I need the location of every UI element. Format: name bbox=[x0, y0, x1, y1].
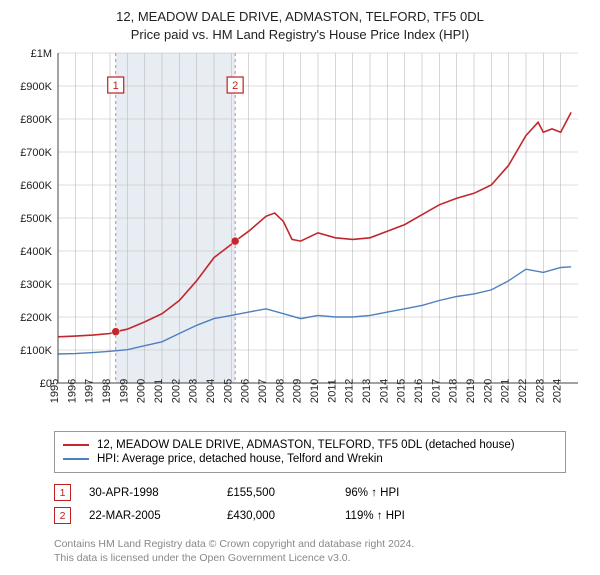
svg-text:1998: 1998 bbox=[101, 379, 113, 403]
svg-text:£500K: £500K bbox=[20, 213, 52, 225]
svg-text:2002: 2002 bbox=[170, 379, 182, 403]
svg-text:2023: 2023 bbox=[534, 379, 546, 403]
transaction-pct: 96% ↑ HPI bbox=[345, 487, 465, 499]
svg-text:2004: 2004 bbox=[205, 379, 217, 403]
figure-container: 12, MEADOW DALE DRIVE, ADMASTON, TELFORD… bbox=[0, 0, 600, 575]
legend: 12, MEADOW DALE DRIVE, ADMASTON, TELFORD… bbox=[54, 431, 566, 473]
svg-text:2014: 2014 bbox=[378, 379, 390, 403]
transaction-row: 2 22-MAR-2005 £430,000 119% ↑ HPI bbox=[54, 504, 566, 527]
legend-row: HPI: Average price, detached house, Telf… bbox=[63, 452, 557, 466]
svg-text:£800K: £800K bbox=[20, 114, 52, 126]
legend-swatch bbox=[63, 444, 89, 446]
transaction-price: £430,000 bbox=[227, 510, 327, 522]
svg-text:£300K: £300K bbox=[20, 279, 52, 291]
legend-label: 12, MEADOW DALE DRIVE, ADMASTON, TELFORD… bbox=[97, 439, 515, 451]
svg-text:2: 2 bbox=[232, 80, 238, 92]
legend-label: HPI: Average price, detached house, Telf… bbox=[97, 453, 383, 465]
svg-text:£600K: £600K bbox=[20, 180, 52, 192]
svg-text:2021: 2021 bbox=[500, 379, 512, 403]
svg-text:£200K: £200K bbox=[20, 312, 52, 324]
transaction-date: 22-MAR-2005 bbox=[89, 510, 209, 522]
transaction-pct: 119% ↑ HPI bbox=[345, 510, 465, 522]
svg-text:£700K: £700K bbox=[20, 147, 52, 159]
title-block: 12, MEADOW DALE DRIVE, ADMASTON, TELFORD… bbox=[10, 8, 590, 43]
svg-text:1999: 1999 bbox=[118, 379, 130, 403]
svg-text:2012: 2012 bbox=[344, 379, 356, 403]
svg-text:1995: 1995 bbox=[49, 379, 61, 403]
legend-swatch bbox=[63, 458, 89, 460]
svg-text:1: 1 bbox=[113, 80, 119, 92]
transaction-price: £155,500 bbox=[227, 487, 327, 499]
svg-text:2009: 2009 bbox=[292, 379, 304, 403]
svg-text:2015: 2015 bbox=[396, 379, 408, 403]
svg-text:2000: 2000 bbox=[136, 379, 148, 403]
svg-text:2018: 2018 bbox=[448, 379, 460, 403]
legend-row: 12, MEADOW DALE DRIVE, ADMASTON, TELFORD… bbox=[63, 438, 557, 452]
svg-text:1997: 1997 bbox=[84, 379, 96, 403]
svg-text:£900K: £900K bbox=[20, 81, 52, 93]
chart-svg: £0£100K£200K£300K£400K£500K£600K£700K£80… bbox=[10, 47, 590, 425]
transaction-row: 1 30-APR-1998 £155,500 96% ↑ HPI bbox=[54, 481, 566, 504]
chart: £0£100K£200K£300K£400K£500K£600K£700K£80… bbox=[10, 47, 590, 425]
footnote: Contains HM Land Registry data © Crown c… bbox=[54, 537, 566, 565]
svg-text:2020: 2020 bbox=[482, 379, 494, 403]
transactions-table: 1 30-APR-1998 £155,500 96% ↑ HPI 2 22-MAR-200… bbox=[54, 481, 566, 527]
svg-text:2022: 2022 bbox=[517, 379, 529, 403]
svg-text:2003: 2003 bbox=[188, 379, 200, 403]
svg-text:2008: 2008 bbox=[274, 379, 286, 403]
svg-text:£400K: £400K bbox=[20, 246, 52, 258]
transaction-marker: 2 bbox=[54, 507, 71, 524]
svg-text:2007: 2007 bbox=[257, 379, 269, 403]
svg-text:2006: 2006 bbox=[240, 379, 252, 403]
svg-text:2013: 2013 bbox=[361, 379, 373, 403]
svg-text:2005: 2005 bbox=[222, 379, 234, 403]
footnote-line-2: This data is licensed under the Open Gov… bbox=[54, 551, 566, 565]
svg-text:2016: 2016 bbox=[413, 379, 425, 403]
svg-text:1996: 1996 bbox=[66, 379, 78, 403]
title-line-2: Price paid vs. HM Land Registry's House … bbox=[10, 26, 590, 44]
svg-text:£100K: £100K bbox=[20, 345, 52, 357]
svg-text:2017: 2017 bbox=[430, 379, 442, 403]
transaction-marker: 1 bbox=[54, 484, 71, 501]
svg-text:£1M: £1M bbox=[31, 48, 52, 60]
transaction-date: 30-APR-1998 bbox=[89, 487, 209, 499]
svg-text:2024: 2024 bbox=[552, 379, 564, 403]
footnote-line-1: Contains HM Land Registry data © Crown c… bbox=[54, 537, 566, 551]
svg-text:2019: 2019 bbox=[465, 379, 477, 403]
svg-text:2010: 2010 bbox=[309, 379, 321, 403]
svg-text:2001: 2001 bbox=[153, 379, 165, 403]
title-line-1: 12, MEADOW DALE DRIVE, ADMASTON, TELFORD… bbox=[10, 8, 590, 26]
